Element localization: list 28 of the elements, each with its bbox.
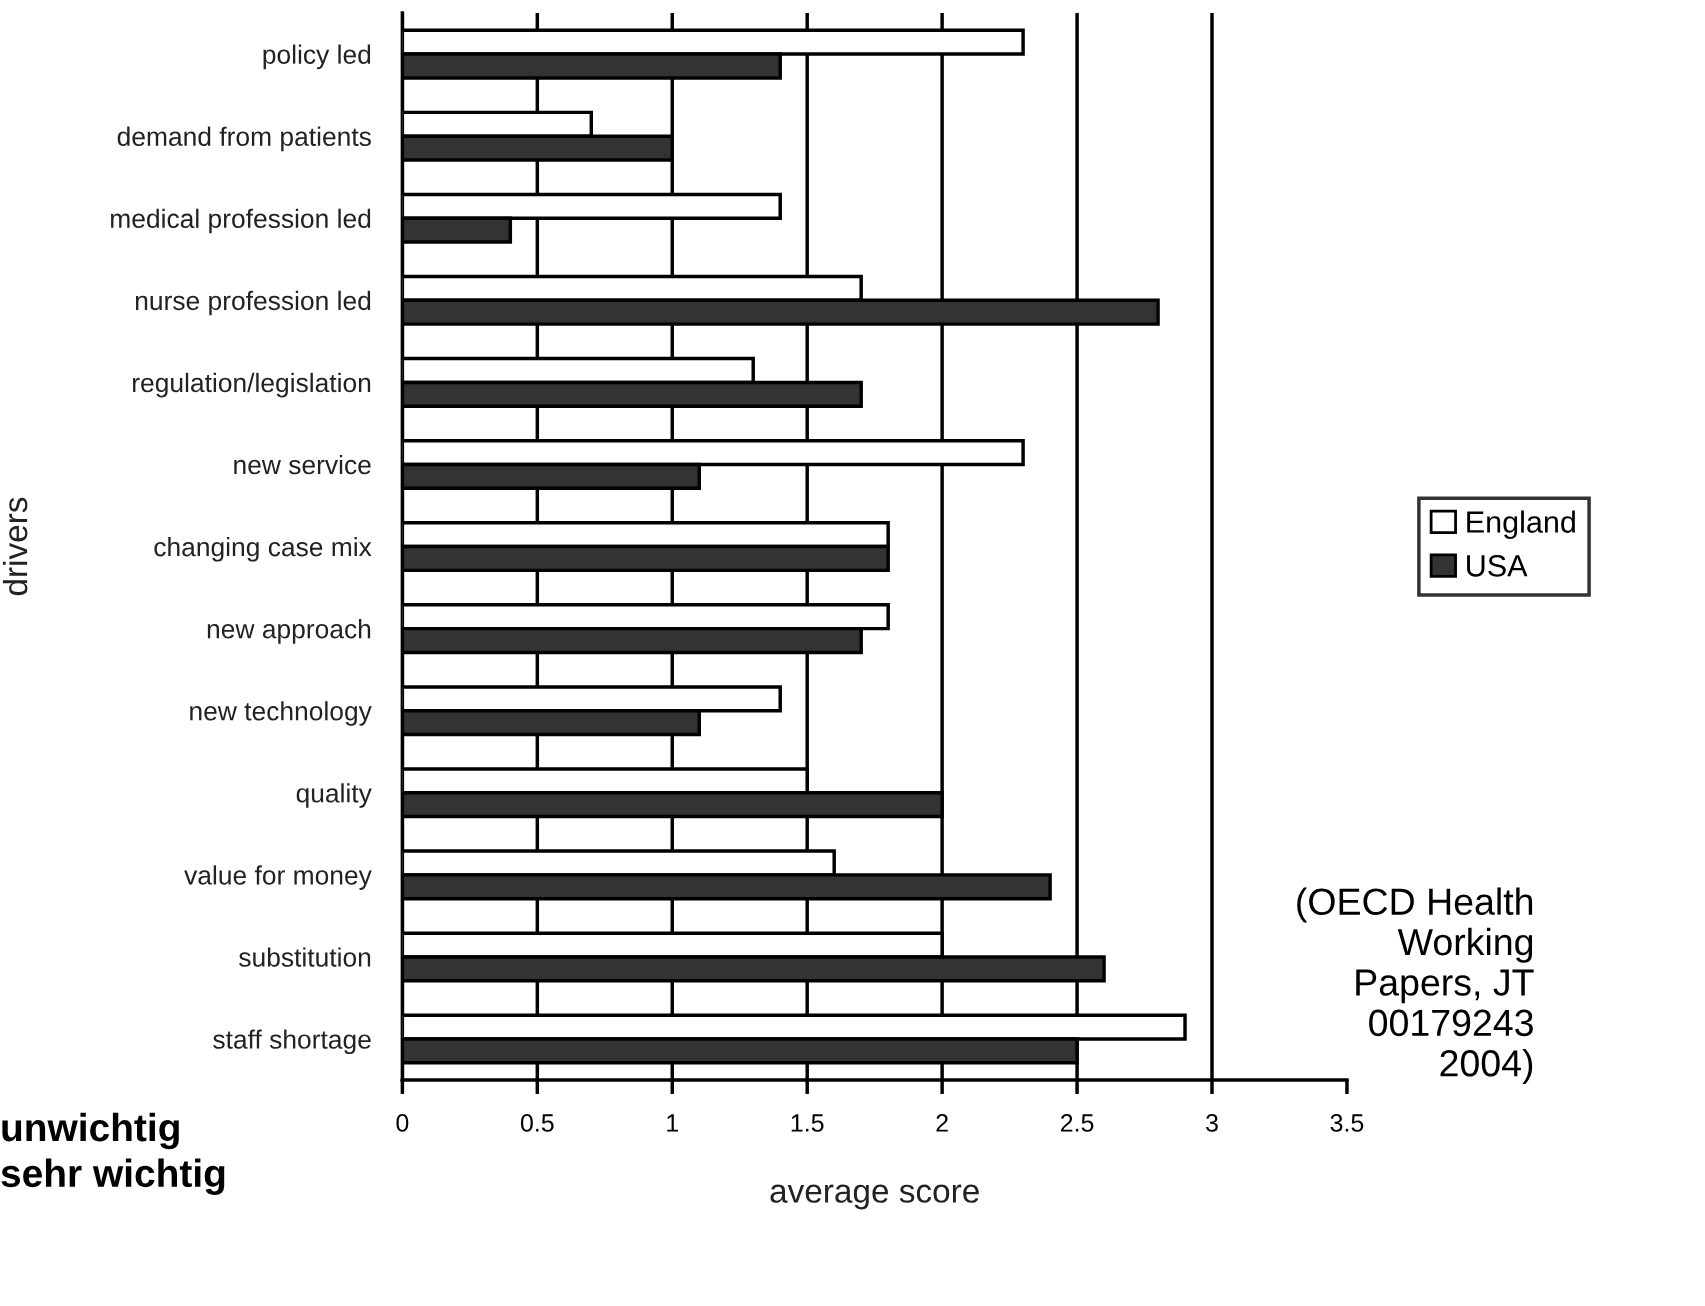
x-axis-title: average score — [770, 1184, 979, 1210]
y-tick-label: value for money — [184, 865, 372, 890]
y-tick-label: policy led — [263, 44, 371, 70]
annotation: (OECD Health Working Papers, JT 00179243 2004) — [1297, 887, 1534, 1084]
x-tick-label: 3 — [1206, 1114, 1218, 1132]
y-tick-label: new technology — [190, 701, 372, 726]
x-tick-label: 0.5 — [520, 1114, 554, 1132]
x-tick-label: 2.5 — [1060, 1114, 1094, 1132]
x-tick-label: 3.5 — [1330, 1114, 1364, 1132]
legend-label: USA — [1467, 555, 1528, 577]
y-tick-label: changing case mix — [154, 537, 372, 562]
x-tick-label: 2 — [936, 1114, 948, 1132]
x-tick-label: 0 — [396, 1114, 409, 1132]
y-tick-label: staff shortage — [213, 1029, 371, 1055]
legend-label: England — [1467, 510, 1575, 539]
y-tick-label: regulation/legislation — [133, 372, 371, 398]
y-axis-title: drivers — [2, 497, 28, 596]
text: sehr wichtig — [1, 1158, 225, 1195]
y-tick-label: nurse profession led — [135, 290, 371, 316]
y-tick-label: demand from patients — [117, 126, 371, 152]
x-tick-label: 1 — [667, 1114, 678, 1132]
x-tick-label: 1.5 — [791, 1114, 824, 1132]
y-tick-label: medical profession led — [111, 208, 371, 234]
y-tick-label: new approach — [207, 619, 371, 644]
y-tick-label: substitution — [239, 947, 371, 967]
text: unwichtig — [2, 1112, 179, 1150]
y-tick-label: new service — [234, 454, 371, 475]
y-tick-label: quality — [296, 783, 372, 808]
